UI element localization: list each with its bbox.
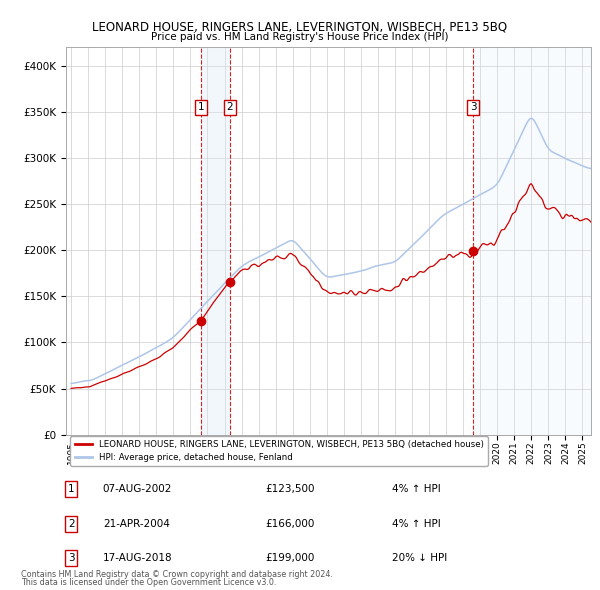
Text: £199,000: £199,000	[265, 553, 315, 563]
Text: Contains HM Land Registry data © Crown copyright and database right 2024.: Contains HM Land Registry data © Crown c…	[21, 570, 333, 579]
Legend: LEONARD HOUSE, RINGERS LANE, LEVERINGTON, WISBECH, PE13 5BQ (detached house), HP: LEONARD HOUSE, RINGERS LANE, LEVERINGTON…	[70, 436, 488, 466]
Text: 4% ↑ HPI: 4% ↑ HPI	[392, 519, 440, 529]
Text: This data is licensed under the Open Government Licence v3.0.: This data is licensed under the Open Gov…	[21, 578, 277, 587]
Text: £166,000: £166,000	[265, 519, 315, 529]
Text: 07-AUG-2002: 07-AUG-2002	[103, 484, 172, 494]
Text: 20% ↓ HPI: 20% ↓ HPI	[392, 553, 447, 563]
Text: 2: 2	[226, 102, 233, 112]
Text: 17-AUG-2018: 17-AUG-2018	[103, 553, 172, 563]
Text: Price paid vs. HM Land Registry's House Price Index (HPI): Price paid vs. HM Land Registry's House …	[151, 32, 449, 42]
Text: £123,500: £123,500	[265, 484, 315, 494]
Text: 3: 3	[68, 553, 74, 563]
Text: 4% ↑ HPI: 4% ↑ HPI	[392, 484, 440, 494]
Text: 1: 1	[68, 484, 74, 494]
Bar	[473, 47, 591, 435]
Bar	[200, 47, 230, 435]
Text: 1: 1	[197, 102, 204, 112]
Text: LEONARD HOUSE, RINGERS LANE, LEVERINGTON, WISBECH, PE13 5BQ: LEONARD HOUSE, RINGERS LANE, LEVERINGTON…	[92, 21, 508, 34]
Text: 3: 3	[470, 102, 476, 112]
Text: 2: 2	[68, 519, 74, 529]
Text: 21-APR-2004: 21-APR-2004	[103, 519, 170, 529]
